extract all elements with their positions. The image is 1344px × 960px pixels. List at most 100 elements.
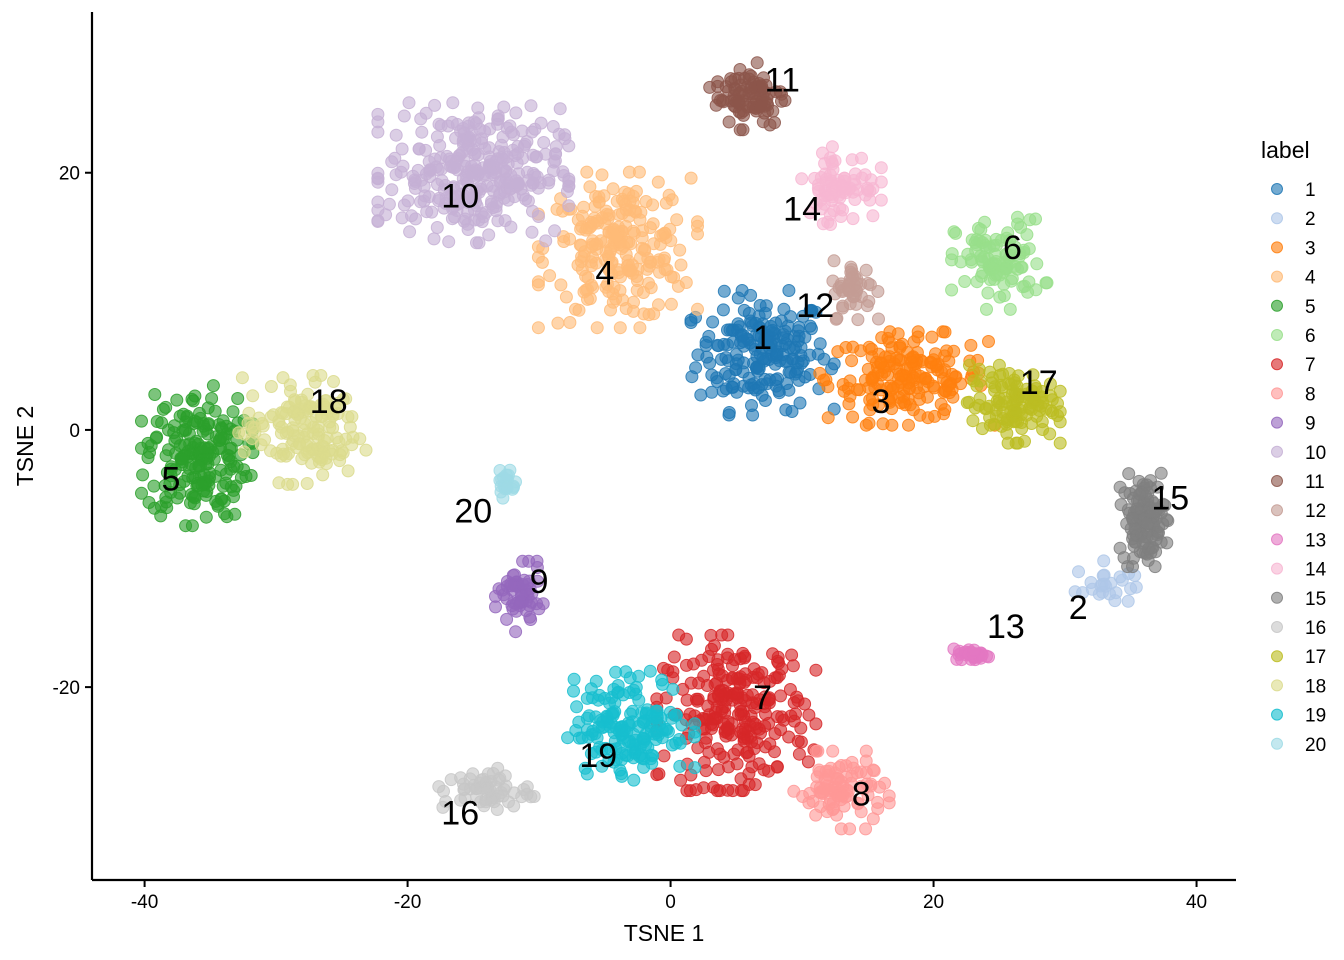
point-cluster-10: [427, 232, 441, 246]
point-cluster-4: [580, 165, 594, 179]
legend-key-18: [1271, 679, 1283, 692]
point-cluster-17: [1053, 436, 1067, 450]
point-cluster-5: [239, 470, 253, 483]
point-cluster-5: [199, 510, 213, 524]
legend-entry-16: 16: [1305, 618, 1326, 639]
point-cluster-6: [981, 286, 995, 300]
point-cluster-1: [684, 313, 698, 327]
point-cluster-6: [998, 262, 1012, 276]
point-cluster-4: [583, 180, 597, 194]
point-cluster-6: [1001, 226, 1015, 240]
point-cluster-10: [403, 225, 417, 239]
point-cluster-7: [755, 666, 769, 680]
point-cluster-4: [569, 302, 582, 316]
point-cluster-7: [736, 722, 750, 735]
point-cluster-4: [574, 238, 588, 252]
point-cluster-6: [980, 302, 993, 316]
point-cluster-7: [752, 757, 766, 771]
point-cluster-4: [664, 297, 678, 311]
point-cluster-11: [744, 81, 758, 95]
cluster-label-18: 18: [310, 383, 348, 421]
point-cluster-5: [206, 379, 220, 393]
point-cluster-18: [287, 405, 301, 419]
point-cluster-6: [969, 244, 983, 258]
x-axis-title: TSNE 1: [624, 920, 705, 946]
point-cluster-3: [921, 411, 935, 425]
point-cluster-10: [397, 109, 411, 123]
point-cluster-19: [655, 673, 669, 687]
point-cluster-18: [274, 449, 288, 463]
point-cluster-3: [846, 340, 860, 354]
point-cluster-3: [883, 395, 897, 409]
point-cluster-8: [818, 782, 831, 796]
point-cluster-4: [606, 182, 620, 196]
point-cluster-3: [924, 356, 938, 370]
point-cluster-10: [442, 235, 456, 249]
point-cluster-19: [627, 773, 641, 787]
point-cluster-2: [1109, 586, 1123, 600]
point-cluster-5: [219, 476, 233, 490]
point-cluster-1: [722, 408, 736, 422]
point-cluster-6: [1039, 276, 1053, 290]
point-cluster-1: [716, 303, 730, 317]
point-cluster-18: [333, 448, 347, 462]
point-cluster-6: [1006, 244, 1020, 258]
point-cluster-4: [618, 185, 632, 199]
point-cluster-7: [809, 663, 823, 677]
point-cluster-5: [160, 466, 174, 480]
point-cluster-10: [491, 112, 505, 126]
point-cluster-10: [529, 150, 543, 164]
point-cluster-10: [434, 162, 448, 176]
point-cluster-3: [938, 325, 952, 339]
legend-key-16: [1271, 621, 1283, 633]
point-cluster-12: [842, 284, 856, 298]
point-cluster-3: [881, 331, 895, 345]
point-cluster-19: [570, 700, 584, 714]
point-cluster-17: [1001, 436, 1015, 450]
point-cluster-18: [246, 389, 260, 403]
point-cluster-1: [745, 399, 758, 412]
point-cluster-3: [846, 410, 860, 424]
point-cluster-10: [509, 106, 523, 120]
legend-key-13: [1271, 533, 1283, 546]
point-cluster-1: [811, 347, 825, 361]
point-cluster-18: [301, 446, 315, 460]
point-cluster-7: [713, 747, 727, 761]
legend-key-5: [1271, 299, 1283, 312]
legend-key-8: [1271, 387, 1283, 400]
point-cluster-4: [600, 278, 614, 291]
point-cluster-19: [567, 672, 581, 686]
point-cluster-8: [882, 789, 896, 803]
point-cluster-1: [782, 341, 796, 354]
legend-key-1: [1271, 183, 1283, 195]
point-cluster-1: [737, 303, 751, 317]
point-cluster-17: [1009, 405, 1023, 419]
point-cluster-6: [945, 283, 959, 297]
point-cluster-19: [644, 720, 657, 733]
point-cluster-3: [865, 372, 879, 385]
point-cluster-7: [695, 653, 709, 667]
point-cluster-10: [434, 119, 448, 133]
point-cluster-3: [831, 345, 845, 359]
cluster-label-15: 15: [1151, 480, 1189, 518]
point-cluster-4: [559, 290, 573, 304]
point-cluster-18: [238, 427, 252, 441]
point-cluster-4: [691, 302, 704, 316]
cluster-label-3: 3: [872, 383, 891, 421]
point-cluster-10: [510, 156, 524, 170]
point-cluster-1: [770, 347, 784, 361]
cluster-label-8: 8: [852, 775, 871, 813]
point-cluster-7: [798, 697, 812, 711]
point-cluster-1: [758, 306, 772, 320]
point-cluster-18: [300, 477, 314, 490]
legend-key-15: [1271, 591, 1283, 604]
point-cluster-7: [741, 745, 754, 759]
point-cluster-4: [652, 298, 665, 312]
point-cluster-10: [471, 101, 485, 115]
point-cluster-5: [214, 431, 228, 445]
point-cluster-8: [859, 754, 873, 768]
point-cluster-7: [750, 736, 764, 750]
point-cluster-10: [477, 167, 491, 181]
point-cluster-4: [679, 276, 693, 289]
